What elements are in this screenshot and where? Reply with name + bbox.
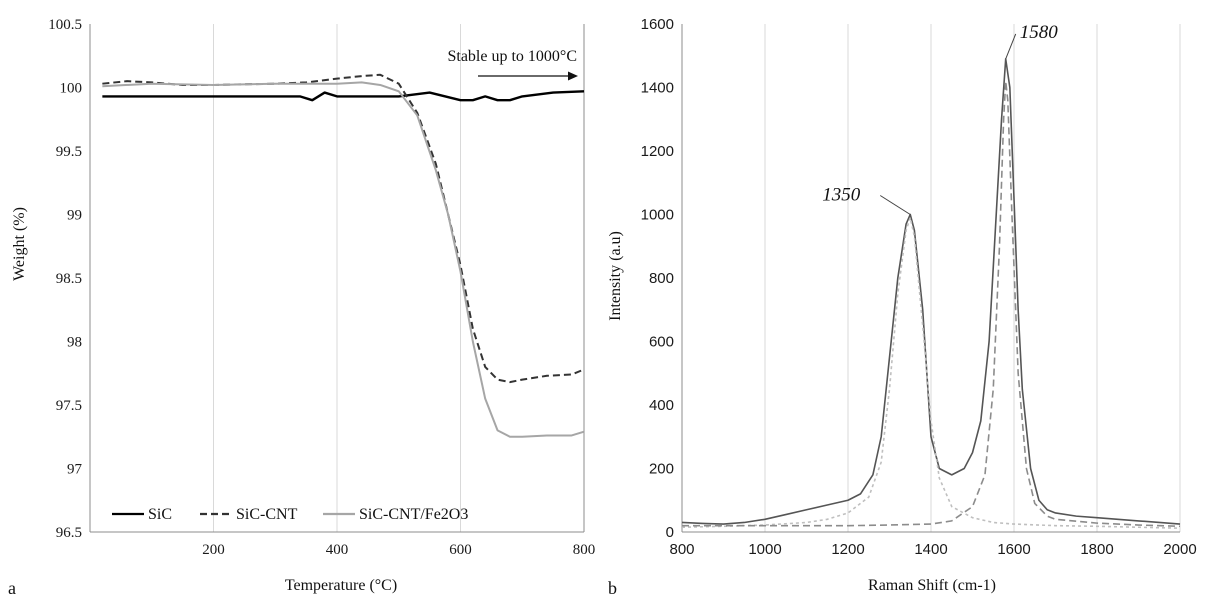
- panel-b-y-tick-label: 1400: [641, 80, 674, 97]
- panel-b-x-tick-label: 1200: [831, 541, 864, 558]
- panel-a-y-tick-label: 98.5: [56, 271, 82, 287]
- panel-b-series-fit-1350: [681, 216, 1181, 529]
- panel-b-x-tick-label: 800: [669, 541, 694, 558]
- panel-b-y-tick-label: 0: [666, 524, 674, 541]
- panel-a-stable-annotation: Stable up to 1000°C: [447, 48, 577, 65]
- panel-a-weight-chart: 200 400 600 800 96.5 97 97.5 98 98.5 99 99.5 100 100…: [8, 17, 595, 598]
- panel-b-y-tick-label: 400: [649, 397, 674, 414]
- panel-b-y-tick-label: 800: [649, 270, 674, 287]
- panel-a-legend: SiC SiC-CNT SiC-CNT/Fe2O3: [112, 506, 468, 523]
- panel-a-tick-labels: 200 400 600 800 96.5 97 97.5 98 98.5 99 99.5 100 100…: [48, 17, 595, 558]
- panel-b-y-tick-label: 1000: [641, 207, 674, 224]
- panel-b-tick-labels: 800 1000 1200 1400 1600 1800 2000 0 200 400 600 800…: [641, 16, 1197, 558]
- panel-b-series-measured: [681, 58, 1181, 525]
- panel-b-x-tick-label: 1000: [748, 541, 781, 558]
- panel-b-x-tick-label: 1800: [1080, 541, 1113, 558]
- panel-a-legend-label-sic: SiC: [148, 506, 172, 523]
- panel-a-y-tick-label: 99.5: [56, 144, 82, 160]
- panel-b-y-tick-label: 200: [649, 461, 674, 478]
- panel-a-legend-label-sic-cnt: SiC-CNT: [236, 506, 298, 523]
- panel-a-y-tick-label: 100.5: [48, 17, 82, 33]
- panel-a-x-axis-title: Temperature (°C): [285, 577, 397, 594]
- panel-b-peak-leader-1350: [879, 195, 911, 215]
- panel-b-peak-labels: 1350 1580: [822, 22, 1058, 215]
- panel-a-series-sic-cnt: [102, 73, 585, 384]
- panel-a-y-tick-label: 100: [60, 81, 83, 97]
- panel-a-x-tick-label: 800: [573, 542, 596, 558]
- panel-b-letter: b: [608, 578, 617, 598]
- panel-a-y-axis-title: Weight (%): [11, 207, 28, 281]
- panel-a-y-tick-label: 97: [67, 462, 83, 478]
- panel-b-y-axis-title: Intensity (a.u): [607, 231, 624, 321]
- panel-b-series: [681, 58, 1181, 529]
- panel-b-x-tick-label: 2000: [1163, 541, 1196, 558]
- panel-b-series-fit-1580: [682, 80, 1181, 528]
- panel-a-y-tick-label: 98: [67, 335, 82, 351]
- panel-b-peak-label-1580: 1580: [1020, 22, 1058, 43]
- panel-a-x-tick-label: 400: [326, 542, 349, 558]
- panel-b-axes: [681, 24, 1180, 533]
- panel-a-axes: [89, 24, 585, 533]
- panel-b-gridlines: [764, 24, 1181, 532]
- panel-a-series-sic-cnt-fe2o3: [102, 81, 585, 438]
- panel-a-letter: a: [8, 578, 16, 598]
- panel-b-y-tick-label: 1600: [641, 16, 674, 33]
- panel-a-x-tick-label: 600: [449, 542, 472, 558]
- panel-a-series: [102, 73, 585, 438]
- panel-b-y-tick-label: 1200: [641, 143, 674, 160]
- panel-a-legend-label-sic-cnt-fe2o3: SiC-CNT/Fe2O3: [359, 506, 468, 523]
- panel-a-gridlines: [213, 24, 585, 532]
- panel-a-x-tick-label: 200: [202, 542, 225, 558]
- panel-a-annotation-arrow: [478, 71, 578, 81]
- panel-b-x-tick-label: 1600: [997, 541, 1030, 558]
- panel-b-raman-chart: 800 1000 1200 1400 1600 1800 2000 0 200 400 600 800…: [607, 16, 1197, 598]
- panel-a-y-tick-label: 97.5: [56, 398, 82, 414]
- panel-b-x-axis-title: Raman Shift (cm-1): [868, 577, 996, 594]
- panel-a-y-tick-label: 96.5: [56, 525, 82, 541]
- panel-b-x-tick-label: 1400: [914, 541, 947, 558]
- panel-b-peak-label-1350: 1350: [822, 185, 861, 206]
- panel-b-peak-leader-1580: [1005, 33, 1017, 60]
- panel-b-y-tick-label: 600: [649, 334, 674, 351]
- panel-a-series-sic: [102, 90, 585, 102]
- panel-a-y-tick-label: 99: [67, 208, 82, 224]
